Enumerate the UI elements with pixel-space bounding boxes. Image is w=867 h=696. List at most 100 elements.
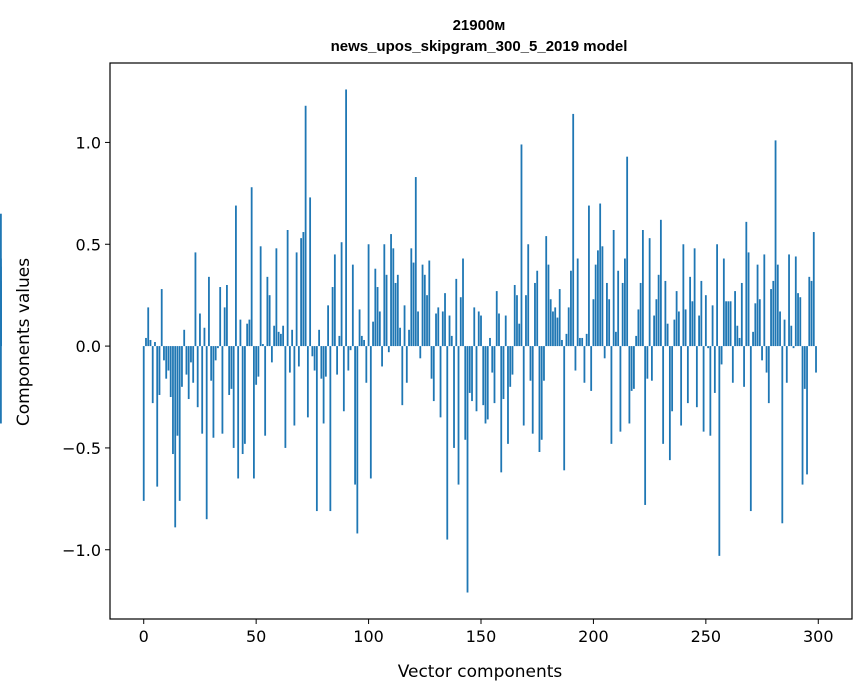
bar	[617, 270, 620, 347]
bar	[340, 242, 343, 347]
bar	[693, 248, 696, 347]
bar	[781, 346, 784, 524]
bar	[178, 346, 181, 501]
bar	[473, 307, 476, 347]
bar	[558, 289, 561, 347]
y-tick-label: 0.5	[76, 235, 101, 254]
bar	[806, 346, 808, 475]
bar	[722, 258, 725, 347]
bar	[563, 346, 566, 471]
bar	[230, 346, 233, 389]
bar	[432, 346, 435, 402]
bar	[810, 280, 813, 347]
bar	[324, 346, 327, 377]
bar	[745, 221, 748, 347]
bar	[776, 264, 779, 347]
bar	[262, 344, 264, 347]
bar	[351, 264, 354, 347]
bar	[588, 205, 590, 347]
bar	[279, 333, 282, 347]
bar	[466, 346, 469, 593]
bar	[410, 248, 413, 347]
bar	[199, 313, 201, 347]
bar	[484, 346, 487, 424]
bar	[167, 346, 170, 371]
bar	[731, 346, 734, 383]
bar	[412, 262, 415, 347]
bar	[767, 346, 770, 404]
x-tick-label: 50	[246, 627, 266, 646]
bar	[336, 346, 338, 375]
bar	[599, 203, 602, 347]
x-tick-label: 0	[139, 627, 149, 646]
bar	[489, 337, 491, 347]
bar	[237, 346, 240, 479]
bar	[749, 346, 752, 512]
bar	[169, 346, 172, 398]
bar	[354, 346, 356, 485]
bar	[475, 346, 478, 412]
bar	[729, 301, 732, 347]
bar	[522, 346, 525, 426]
bar	[293, 346, 296, 426]
bar	[259, 246, 262, 347]
bar	[250, 187, 253, 347]
bar	[597, 250, 599, 347]
bar	[253, 346, 255, 479]
bar	[498, 313, 500, 347]
bar	[794, 256, 797, 347]
bar	[495, 291, 498, 347]
bar	[657, 274, 660, 347]
bar	[574, 346, 577, 371]
bar	[441, 311, 444, 347]
bar	[540, 346, 543, 440]
y-tick-label: 1.0	[76, 133, 101, 152]
bar	[707, 346, 709, 349]
bar	[208, 276, 210, 347]
bar	[772, 280, 775, 347]
bar	[282, 325, 285, 347]
bar	[502, 346, 505, 400]
bar	[756, 264, 759, 347]
bar	[417, 311, 419, 347]
bar	[511, 346, 514, 375]
bar	[327, 305, 329, 347]
x-tick-label: 150	[466, 627, 497, 646]
bar	[590, 346, 593, 391]
bar	[462, 258, 464, 347]
bar	[612, 230, 615, 347]
bar	[331, 287, 334, 347]
bar	[309, 197, 312, 347]
bar	[226, 284, 228, 347]
bar	[608, 299, 611, 347]
bar	[273, 325, 276, 347]
bar	[277, 331, 280, 347]
bar	[369, 346, 372, 479]
bar	[630, 346, 633, 391]
bar	[610, 346, 613, 444]
bar	[338, 335, 341, 347]
bar	[450, 335, 453, 347]
bar	[165, 346, 168, 379]
bar	[399, 327, 401, 347]
bar	[583, 346, 586, 383]
bar	[151, 346, 154, 404]
bar	[187, 346, 190, 400]
bar	[414, 177, 417, 347]
bar	[758, 299, 761, 347]
y-axis-ticks: −1.0 −0.5 0.0 0.5 1.0	[62, 133, 110, 560]
bar	[682, 244, 685, 347]
bar	[248, 319, 251, 347]
bar	[318, 329, 321, 347]
bar	[725, 301, 727, 347]
bar	[765, 346, 768, 373]
y-tick-label: −1.0	[62, 541, 101, 560]
bar	[419, 346, 422, 359]
bar	[684, 309, 687, 347]
bar	[266, 276, 269, 347]
bar	[295, 252, 298, 347]
bar	[718, 346, 721, 556]
bar	[363, 339, 365, 347]
bar	[444, 293, 446, 347]
bar	[799, 297, 802, 347]
